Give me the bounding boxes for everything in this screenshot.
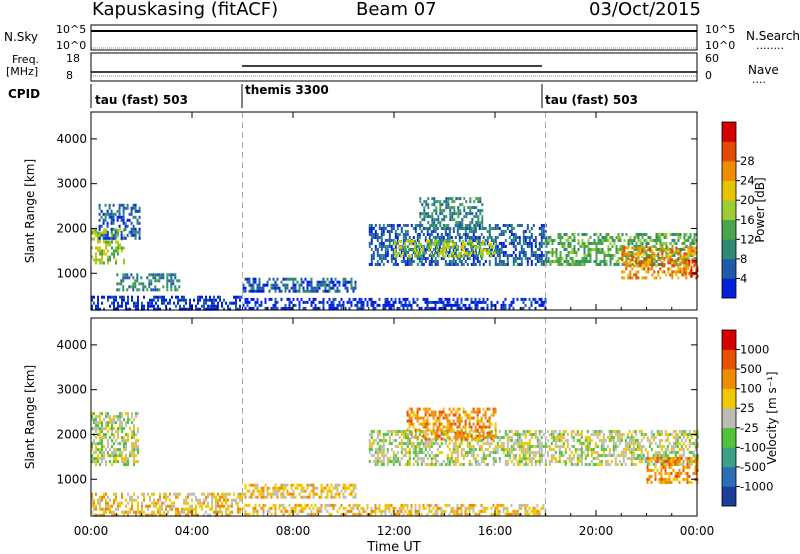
nsky-panel [90, 24, 698, 51]
velocity-echo-region-1 [91, 492, 243, 517]
power-echo-region-0 [91, 228, 125, 265]
cpid-label: CPID [8, 87, 41, 101]
power-colorbar-tick-6: 28 [740, 154, 755, 168]
x-tick-label-4: 16:00 [478, 524, 513, 538]
velocity-colorbar-tick-6: -500 [740, 460, 766, 474]
power-y-tick-0: 1000 [56, 266, 87, 280]
power-colorbar-swatch-5 [722, 180, 736, 201]
velocity-y-tick-3: 4000 [56, 338, 87, 352]
power-y-tick-2: 3000 [56, 177, 87, 191]
date-title: 03/Oct/2015 [589, 0, 701, 20]
power-colorbar-tick-4: 20 [740, 193, 755, 207]
velocity-colorbar-swatch-1 [722, 466, 736, 487]
power-y-tick-3: 4000 [56, 132, 87, 146]
velocity-colorbar-swatch-3 [722, 427, 736, 448]
power-colorbar-tick-2: 12 [740, 232, 755, 246]
x-tick-label-0: 00:00 [74, 524, 109, 538]
power-colorbar-label: Power [dB] [753, 177, 767, 242]
power-colorbar-swatch-1 [722, 258, 736, 279]
nsearch-dots: ........ [756, 39, 784, 52]
freq-panel [90, 52, 698, 82]
velocity-colorbar-tick-5: -100 [740, 440, 766, 454]
velocity-echo-region-5 [406, 407, 497, 441]
x-tick-label-3: 12:00 [377, 524, 412, 538]
x-axis-label: Time UT [366, 540, 420, 554]
velocity-colorbar-swatch-0 [722, 486, 736, 507]
velocity-colorbar-swatch-5 [722, 388, 736, 409]
velocity-panel: 1000 2000 3000 4000 Slant Range [km] [23, 317, 699, 517]
power-colorbar-swatch-8 [722, 122, 736, 142]
velocity-echo-region-0 [91, 412, 139, 467]
nsky-hi: 10^5 [56, 23, 87, 36]
nave-label: Nave [748, 63, 779, 77]
power-colorbar: 4 8 12 16 20 24 28 Power [dB] [721, 121, 767, 299]
freq-hi: 18 [66, 52, 80, 65]
x-tick-label-2: 08:00 [276, 524, 311, 538]
velocity-colorbar-tick-3: 25 [740, 401, 755, 415]
power-echo-region-2 [91, 295, 243, 311]
beam-title: Beam 07 [356, 0, 437, 20]
station-title: Kapuskasing (fitACF) [92, 0, 279, 20]
nsearch-hi: 10^5 [705, 23, 736, 36]
power-colorbar-swatch-2 [722, 239, 736, 260]
power-colorbar-swatch-6 [722, 161, 736, 181]
x-tick-label-1: 04:00 [175, 524, 210, 538]
freq-unit: [MHz] [6, 65, 39, 78]
power-echo-region-7 [394, 239, 496, 258]
cpid-segment-1: themis 3300 [245, 83, 329, 97]
power-echo-region-5 [242, 277, 357, 293]
cpid-segment-0: tau (fast) 503 [95, 93, 188, 107]
power-panel: 1000 2000 3000 4000 Slant Range [km] [23, 111, 699, 311]
velocity-y-tick-2: 3000 [56, 383, 87, 397]
nsearch-label: N.Search [746, 29, 800, 43]
freq-label: Freq. [12, 53, 40, 66]
velocity-colorbar-tick-1: 500 [740, 362, 762, 376]
power-colorbar-tick-5: 24 [740, 174, 755, 188]
velocity-colorbar-label: Velocity [m s⁻¹] [765, 371, 779, 464]
nave-hi: 60 [705, 52, 719, 65]
power-echo-region-10 [621, 246, 698, 280]
power-colorbar-swatch-3 [722, 219, 736, 240]
nave-lo: 0 [705, 69, 712, 82]
velocity-echo-region-2 [242, 503, 547, 516]
velocity-colorbar-swatch-8 [722, 330, 736, 350]
power-y-axis-label: Slant Range [km] [23, 159, 37, 263]
nsky-label: N.Sky [4, 30, 39, 44]
power-echo-region-8 [419, 197, 484, 231]
velocity-colorbar-tick-2: 100 [740, 382, 762, 396]
cpid-segment-2: tau (fast) 503 [545, 93, 638, 107]
x-tick-label-5: 20:00 [579, 524, 614, 538]
velocity-y-axis-label: Slant Range [km] [23, 365, 37, 469]
power-echo-region-3 [116, 273, 181, 292]
nsearch-lo: 10^0 [705, 39, 736, 52]
power-y-tick-1: 2000 [56, 221, 87, 235]
velocity-colorbar-tick-0: 1000 [740, 343, 769, 357]
power-colorbar-tick-1: 8 [740, 252, 747, 266]
velocity-colorbar-swatch-7 [722, 349, 736, 370]
velocity-y-tick-0: 1000 [56, 472, 87, 486]
velocity-colorbar-swatch-4 [722, 408, 736, 429]
velocity-colorbar-swatch-2 [722, 447, 736, 468]
velocity-y-tick-1: 2000 [56, 427, 87, 441]
power-echo-region-1 [98, 203, 141, 240]
summary-traces [91, 30, 697, 77]
power-colorbar-tick-0: 4 [740, 271, 747, 285]
nave-dots: .... [752, 73, 766, 86]
velocity-echo-region-3 [242, 483, 357, 499]
velocity-colorbar: 1000 500 100 25 -25 -100 -500 -1000 Velocity [m … [721, 329, 779, 507]
velocity-colorbar-swatch-6 [722, 369, 736, 389]
velocity-colorbar-tick-4: -25 [740, 421, 759, 435]
power-colorbar-swatch-4 [722, 200, 736, 221]
power-colorbar-tick-3: 16 [740, 213, 755, 227]
power-echo-region-4 [242, 297, 547, 310]
velocity-colorbar-tick-7: -1000 [740, 479, 773, 493]
x-tick-label-6: 00:00 [680, 524, 715, 538]
nsky-lo: 10^0 [56, 39, 87, 52]
power-colorbar-swatch-7 [722, 141, 736, 162]
power-colorbar-swatch-0 [722, 278, 736, 299]
freq-lo: 8 [66, 69, 73, 82]
velocity-echo-region-6 [646, 456, 699, 484]
